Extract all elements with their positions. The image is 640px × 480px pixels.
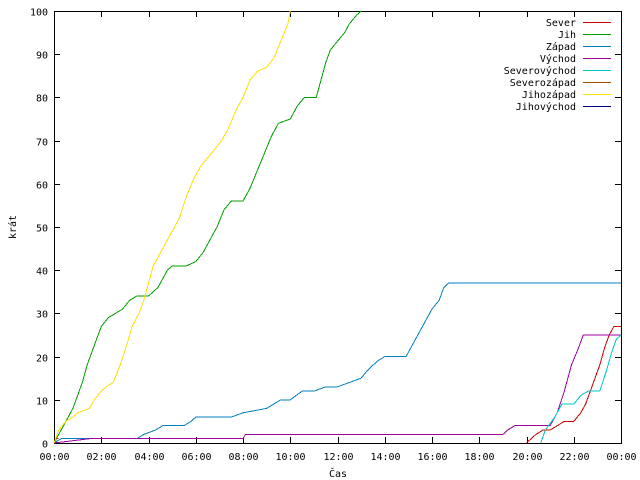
x-tick-label: 12:00 xyxy=(323,452,353,463)
legend-label: Jihozápad xyxy=(522,89,576,101)
x-tick-label: 18:00 xyxy=(464,452,494,463)
legend-label: Jih xyxy=(558,30,576,41)
y-tick-label: 100 xyxy=(30,8,48,19)
x-axis: 00:00 02:00 04:00 06:00 08:00 10:00 12:00 14:00… xyxy=(39,11,637,463)
x-axis-label: Čas xyxy=(329,467,347,480)
x-tick-label: 20:00 xyxy=(512,452,542,463)
series-line-2 xyxy=(53,282,621,444)
y-axis-label: krát xyxy=(7,215,19,239)
x-tick-label: 16:00 xyxy=(417,452,447,463)
y-tick-label: 20 xyxy=(36,354,48,365)
series-line-0 xyxy=(526,325,621,444)
x-tick-label: 08:00 xyxy=(228,452,258,463)
series-line-1 xyxy=(53,10,362,444)
legend-label: Severovýchod xyxy=(504,65,576,77)
y-tick-label: 0 xyxy=(42,440,48,451)
series-line-4 xyxy=(540,334,622,444)
legend-label: Západ xyxy=(546,41,576,53)
x-tick-label: 22:00 xyxy=(559,452,589,463)
x-tick-label: 00:00 xyxy=(39,452,69,463)
y-tick-label: 40 xyxy=(36,267,48,278)
y-tick-label: 30 xyxy=(36,310,48,321)
x-tick-label: 04:00 xyxy=(134,452,164,463)
y-tick-label: 80 xyxy=(36,94,48,105)
x-tick-label: 00:00 xyxy=(606,452,636,463)
x-tick-label: 02:00 xyxy=(86,452,116,463)
y-tick-label: 10 xyxy=(36,397,48,408)
series-line-6 xyxy=(53,10,291,444)
legend-label: Jihovýchod xyxy=(516,101,576,113)
legend-label: Severozápad xyxy=(510,77,576,89)
y-tick-label: 90 xyxy=(36,51,48,62)
series-line-3 xyxy=(53,334,621,444)
y-tick-label: 60 xyxy=(36,181,48,192)
x-tick-label: 10:00 xyxy=(275,452,305,463)
y-tick-label: 70 xyxy=(36,138,48,149)
x-tick-label: 14:00 xyxy=(370,452,400,463)
legend-label: Sever xyxy=(546,18,576,29)
x-tick-label: 06:00 xyxy=(181,452,211,463)
series-group xyxy=(53,10,622,444)
legend: SeverJihZápadVýchodSeverovýchodSeverozáp… xyxy=(504,18,611,113)
y-axis: 0 10 20 30 40 50 60 70 80 90 100 xyxy=(30,8,621,451)
legend-label: Východ xyxy=(540,53,576,65)
y-tick-label: 50 xyxy=(36,224,48,235)
